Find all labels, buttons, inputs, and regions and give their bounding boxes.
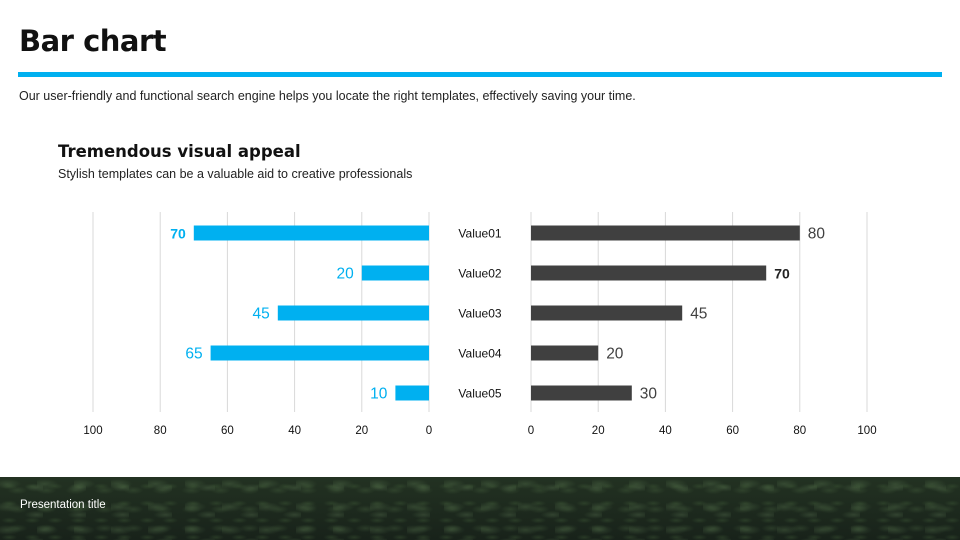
left-data-label: 10 (370, 386, 388, 403)
left-tick-label: 20 (355, 425, 368, 437)
right-data-label: 80 (808, 226, 826, 243)
slide-title: Bar chart (19, 24, 167, 58)
butterfly-bar-chart: 100 80 60 40 20 0 0 20 40 60 80 100 Value01 70 80 Value… (83, 212, 877, 437)
left-tick-label: 40 (288, 425, 301, 437)
right-data-label: 45 (690, 306, 707, 323)
footer-banner: Presentation title (0, 477, 960, 540)
category-label: Value01 (458, 227, 501, 241)
accent-divider (18, 72, 942, 77)
right-tick-label: 0 (528, 425, 534, 437)
right-tick-label: 60 (726, 425, 739, 437)
left-tick-label: 100 (83, 425, 102, 437)
left-bar (193, 225, 429, 241)
left-bar (395, 385, 429, 401)
right-bar (531, 265, 767, 281)
left-data-label: 65 (185, 346, 202, 363)
footer-title: Presentation title (20, 499, 106, 511)
right-bar (531, 305, 683, 321)
right-tick-label: 20 (592, 425, 605, 437)
right-bar (531, 225, 800, 241)
left-tick-label: 0 (426, 425, 432, 437)
right-data-label: 70 (774, 266, 790, 282)
category-label: Value03 (458, 307, 501, 321)
left-data-label: 45 (253, 306, 270, 323)
right-bar (531, 345, 599, 361)
left-tick-label: 80 (154, 425, 167, 437)
left-data-label: 70 (170, 226, 186, 242)
right-tick-label: 80 (793, 425, 806, 437)
right-tick-label: 40 (659, 425, 672, 437)
chart-subtitle: Stylish templates can be a valuable aid … (58, 167, 413, 181)
left-bar (277, 305, 429, 321)
right-data-label: 30 (640, 386, 658, 403)
category-label: Value05 (458, 387, 501, 401)
category-label: Value02 (458, 267, 501, 281)
right-data-label: 20 (606, 346, 624, 363)
left-bar (361, 265, 429, 281)
chart-title: Tremendous visual appeal (58, 142, 301, 161)
right-bar (531, 385, 632, 401)
category-label: Value04 (458, 347, 501, 361)
left-tick-label: 60 (221, 425, 234, 437)
left-data-label: 20 (337, 266, 355, 283)
right-tick-label: 100 (857, 425, 876, 437)
left-bar (210, 345, 429, 361)
slide-description: Our user-friendly and functional search … (19, 89, 636, 103)
